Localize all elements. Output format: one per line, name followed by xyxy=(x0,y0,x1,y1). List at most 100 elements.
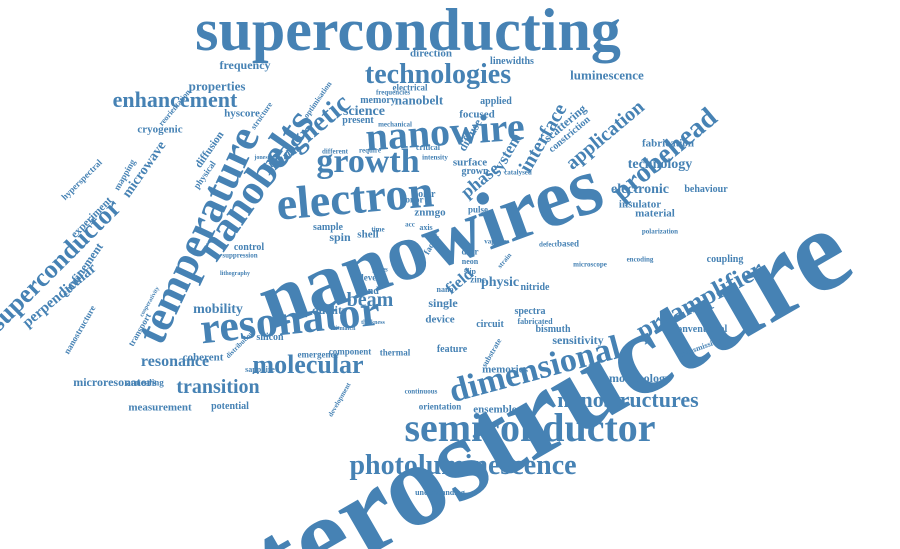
word-annealing: annealing xyxy=(126,377,164,388)
word-hyperspectral: hyperspectral xyxy=(59,157,104,202)
word-fabrication: fabrication xyxy=(642,137,694,150)
word-catalysed: catalysed xyxy=(504,168,532,177)
word-sample: sample xyxy=(313,222,343,233)
word-direction: direction xyxy=(410,47,452,60)
word-spin: spin xyxy=(329,230,351,244)
word-time: time xyxy=(371,225,385,234)
word-polar: polar xyxy=(412,189,436,200)
word-emergence: emergence xyxy=(297,349,339,360)
word-intensity: intensity xyxy=(422,153,448,162)
word-coherent: coherent xyxy=(182,351,224,364)
word-nitride: nitride xyxy=(520,282,550,293)
word-frequency: frequency xyxy=(219,58,271,72)
word-orientation: orientation xyxy=(418,401,462,412)
word-sensitivity: sensitivity xyxy=(552,333,604,347)
word-potential: potential xyxy=(211,401,249,412)
word-cryogenic: cryogenic xyxy=(137,123,183,136)
word-neon: neon xyxy=(461,257,479,266)
word-development: development xyxy=(326,381,353,419)
word-technology: technology xyxy=(627,157,693,172)
word-suppression: suppression xyxy=(222,251,258,260)
word-focused: focused xyxy=(459,108,495,121)
word-electronic: electronic xyxy=(610,182,670,197)
word-enhancement: enhancement xyxy=(112,87,238,112)
word-linewidths: linewidths xyxy=(490,56,534,67)
word-nanostructure: nanostructure xyxy=(61,303,98,356)
word-different: different xyxy=(322,147,348,156)
word-acc: acc xyxy=(405,220,415,229)
word-molecular: molecular xyxy=(252,350,364,379)
word-hyscore: hyscore xyxy=(224,107,260,120)
word-control: control xyxy=(233,242,265,253)
word-frequencies: frequencies xyxy=(375,88,411,97)
word-electrical: electrical xyxy=(392,82,428,93)
word-mechanical: mechanical xyxy=(378,120,412,129)
word-bismuth: bismuth xyxy=(535,324,571,335)
word-axis: axis xyxy=(419,223,433,232)
word-microscope: microscope xyxy=(573,260,607,269)
word-superconducting: superconducting xyxy=(195,0,621,63)
word-device: device xyxy=(425,313,455,326)
word-nanostructures: nanostructures xyxy=(557,387,699,412)
word-zinc: zinc xyxy=(470,274,486,285)
word-transition: transition xyxy=(176,376,260,398)
word-require: require xyxy=(359,146,381,155)
word-physic: physic xyxy=(480,275,520,290)
word-surface: surface xyxy=(452,156,488,169)
word-circuit: circuit xyxy=(476,319,504,330)
word-ensemble: ensemble xyxy=(473,403,517,416)
word-pulse: pulse xyxy=(467,204,489,215)
word-gases: gases xyxy=(372,265,388,274)
word-slip: slip xyxy=(463,267,477,276)
word-memories: memories xyxy=(482,363,528,376)
word-band: band xyxy=(357,286,379,297)
word-based: based xyxy=(556,238,580,249)
word-deer: deer xyxy=(461,246,479,257)
word-vapour: vapour xyxy=(484,237,506,246)
word-nano: nano xyxy=(436,285,454,294)
word-single: single xyxy=(428,296,458,310)
word-present: present xyxy=(342,115,374,126)
word-continuous: continuous xyxy=(404,387,438,396)
word-critical: critical xyxy=(416,143,440,152)
word-insulator: insulator xyxy=(618,198,662,211)
word-behaviour: behaviour xyxy=(684,184,728,195)
word-beam: beam xyxy=(346,289,394,311)
word-mobility: mobility xyxy=(193,302,243,317)
word-growth: growth xyxy=(316,143,420,180)
word-microresonators: microresonators xyxy=(73,375,157,389)
word-semiconductor: semiconductor xyxy=(404,405,656,450)
word-photoluminescence: photoluminescence xyxy=(349,450,577,481)
word-encoding: encoding xyxy=(626,255,654,264)
word-conventional: conventional xyxy=(672,324,728,335)
word-superconductor: superconductor xyxy=(0,192,127,337)
word-measurement: measurement xyxy=(128,401,192,414)
word-thermal: thermal xyxy=(379,347,411,358)
word-morphology: morphology xyxy=(608,371,672,385)
word-nanobelt: nanobelt xyxy=(394,92,444,108)
word-spectra: spectra xyxy=(514,306,546,317)
word-resonance: resonance xyxy=(140,353,210,370)
word-donor: donor xyxy=(400,194,424,205)
word-luminescence: luminescence xyxy=(570,67,644,83)
word-quality: quality xyxy=(311,303,349,317)
word-jonesing: jonesing xyxy=(254,155,276,161)
word-component: component xyxy=(328,346,372,357)
word-feature: feature xyxy=(436,344,468,355)
word-fabricated: fabricated xyxy=(517,317,553,326)
word-sapphire: sapphire xyxy=(245,365,275,374)
word-technologies: technologies xyxy=(364,59,512,90)
word-shell: shell xyxy=(357,228,379,241)
word-understanding: understanding xyxy=(415,488,465,497)
word-lithography: lithography xyxy=(219,271,251,277)
word-level: level xyxy=(361,272,379,283)
word-polarization: polarization xyxy=(641,227,679,236)
word-properties: properties xyxy=(188,78,246,94)
word-grown: grown xyxy=(461,166,489,177)
word-thickness: thickness xyxy=(361,320,385,326)
word-silicon: silicon xyxy=(256,332,284,343)
word-science: science xyxy=(343,104,385,119)
word-coupling: coupling xyxy=(706,254,744,265)
word-applied: applied xyxy=(480,96,512,107)
